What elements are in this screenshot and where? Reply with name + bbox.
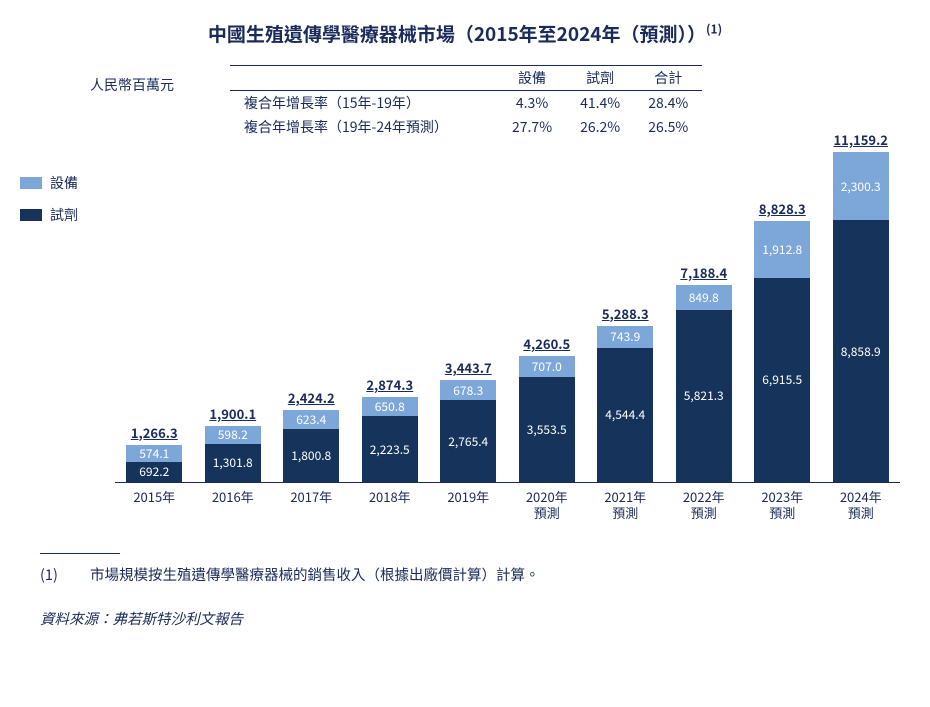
title-text: 中國生殖遺傳學醫療器械市場（2015年至2024年（預測）） bbox=[208, 20, 706, 47]
legend-swatch bbox=[20, 177, 42, 189]
bar-total-label: 7,188.4 bbox=[680, 263, 727, 282]
footnote-number: (1) bbox=[40, 562, 90, 588]
stacked-bar: 692.2574.1 bbox=[126, 445, 182, 482]
table-row: 複合年增長率（19年-24年預測）27.7%26.2%26.5% bbox=[230, 115, 702, 139]
col-header-reagent: 試劑 bbox=[566, 66, 634, 91]
bar-segment-reagent: 1,301.8 bbox=[205, 444, 261, 482]
bar-column: 2,424.2 1,800.8623.4 bbox=[275, 388, 347, 482]
bar-total-label: 11,159.2 bbox=[834, 130, 888, 149]
bar-segment-equipment: 1,912.8 bbox=[754, 221, 810, 278]
stacked-bar: 2,223.5650.8 bbox=[362, 397, 418, 482]
bar-segment-reagent: 6,915.5 bbox=[754, 278, 810, 482]
legend-item: 試劑 bbox=[20, 205, 115, 225]
x-axis-label: 2024年預測 bbox=[825, 483, 897, 523]
plot-area: 1,266.3692.2574.11,900.11,301.8598.22,42… bbox=[115, 143, 900, 483]
bar-column: 1,900.1 1,301.8598.2 bbox=[197, 404, 269, 482]
stacked-bar: 2,765.4678.3 bbox=[440, 380, 496, 482]
table-row: 複合年增長率（15年-19年）4.3%41.4%28.4% bbox=[230, 91, 702, 116]
row-label: 複合年增長率（19年-24年預測） bbox=[230, 115, 498, 139]
chart-zone: 設備試劑 1,266.3 692.2574.1 1,900.1 1,301.8598.… bbox=[20, 143, 910, 523]
stacked-bar-chart: 1,266.3692.2574.11,900.11,301.8598.22,42… bbox=[115, 143, 910, 523]
bar-segment-equipment: 743.9 bbox=[597, 326, 653, 348]
bar-total-label: 2,424.2 bbox=[288, 388, 335, 407]
chart-title: 中國生殖遺傳學醫療器械市場（2015年至2024年（預測））(1) bbox=[20, 20, 910, 47]
growth-cell: 26.2% bbox=[566, 115, 634, 139]
bar-segment-equipment: 707.0 bbox=[519, 356, 575, 377]
stacked-bar: 1,800.8623.4 bbox=[283, 410, 339, 482]
bar-segment-equipment: 574.1 bbox=[126, 445, 182, 462]
x-axis-label: 2020年預測 bbox=[511, 483, 583, 523]
bar-segment-reagent: 692.2 bbox=[126, 462, 182, 482]
bar-segment-reagent: 1,800.8 bbox=[283, 429, 339, 482]
bar-segment-reagent: 5,821.3 bbox=[676, 310, 732, 482]
bar-segment-equipment: 849.8 bbox=[676, 285, 732, 310]
bar-segment-reagent: 8,858.9 bbox=[833, 220, 889, 482]
x-axis-label: 2023年預測 bbox=[746, 483, 818, 523]
growth-cell: 26.5% bbox=[634, 115, 702, 139]
legend-label: 設備 bbox=[50, 173, 78, 193]
bar-segment-reagent: 4,544.4 bbox=[597, 348, 653, 482]
unit-label: 人民幣百萬元 bbox=[90, 65, 230, 95]
x-axis-label: 2017年 bbox=[275, 483, 347, 523]
bar-segment-reagent: 2,223.5 bbox=[362, 416, 418, 482]
stacked-bar: 6,915.51,912.8 bbox=[754, 221, 810, 482]
bar-segment-equipment: 650.8 bbox=[362, 397, 418, 416]
bar-column: 7,188.4 5,821.3849.8 bbox=[668, 263, 740, 482]
row-label: 複合年增長率（15年-19年） bbox=[230, 91, 498, 116]
bar-segment-reagent: 2,765.4 bbox=[440, 400, 496, 482]
footnote-text: 市場規模按生殖遺傳學醫療器械的銷售收入（根據出廠價計算）計算。 bbox=[90, 562, 540, 588]
col-header-equipment: 設備 bbox=[498, 66, 566, 91]
growth-cell: 4.3% bbox=[498, 91, 566, 116]
legend-item: 設備 bbox=[20, 173, 115, 193]
bar-segment-equipment: 623.4 bbox=[283, 410, 339, 428]
header-row: 人民幣百萬元 設備 試劑 合計 複合年增長率（15年-19年）4.3%41.4%… bbox=[90, 65, 910, 139]
bar-column: 3,443.7 2,765.4678.3 bbox=[432, 358, 504, 482]
bar-total-label: 4,260.5 bbox=[523, 334, 570, 353]
x-axis: 2015年2016年2017年2018年2019年2020年預測2021年預測2… bbox=[115, 483, 900, 523]
bar-column: 1,266.3 692.2574.1 bbox=[118, 423, 190, 482]
col-header-total: 合計 bbox=[634, 66, 702, 91]
x-axis-label: 2016年 bbox=[197, 483, 269, 523]
growth-cell: 27.7% bbox=[498, 115, 566, 139]
legend: 設備試劑 bbox=[20, 173, 115, 237]
source-line: 資料來源：弗若斯特沙利文報告 bbox=[40, 608, 910, 629]
growth-rate-table: 設備 試劑 合計 複合年增長率（15年-19年）4.3%41.4%28.4%複合… bbox=[230, 65, 702, 139]
bar-segment-equipment: 2,300.3 bbox=[833, 152, 889, 220]
legend-swatch bbox=[20, 209, 42, 221]
table-header-row: 設備 試劑 合計 bbox=[230, 66, 702, 91]
bar-total-label: 1,266.3 bbox=[131, 423, 178, 442]
title-superscript: (1) bbox=[706, 21, 722, 38]
bar-total-label: 1,900.1 bbox=[209, 404, 256, 423]
bar-column: 11,159.2 8,858.92,300.3 bbox=[825, 130, 897, 482]
footnote: (1) 市場規模按生殖遺傳學醫療器械的銷售收入（根據出廠價計算）計算。 bbox=[40, 562, 910, 588]
bar-total-label: 5,288.3 bbox=[602, 304, 649, 323]
x-axis-label: 2019年 bbox=[432, 483, 504, 523]
bar-total-label: 3,443.7 bbox=[445, 358, 492, 377]
stacked-bar: 5,821.3849.8 bbox=[676, 285, 732, 482]
footnote-rule bbox=[40, 553, 120, 554]
growth-cell: 41.4% bbox=[566, 91, 634, 116]
stacked-bar: 3,553.5707.0 bbox=[519, 356, 575, 482]
x-axis-label: 2022年預測 bbox=[668, 483, 740, 523]
stacked-bar: 1,301.8598.2 bbox=[205, 426, 261, 482]
x-axis-label: 2015年 bbox=[118, 483, 190, 523]
growth-cell: 28.4% bbox=[634, 91, 702, 116]
bar-total-label: 8,828.3 bbox=[759, 199, 806, 218]
bar-column: 8,828.3 6,915.51,912.8 bbox=[746, 199, 818, 482]
x-axis-label: 2018年 bbox=[354, 483, 426, 523]
stacked-bar: 8,858.92,300.3 bbox=[833, 152, 889, 482]
stacked-bar: 4,544.4743.9 bbox=[597, 326, 653, 482]
x-axis-label: 2021年預測 bbox=[589, 483, 661, 523]
bar-segment-equipment: 598.2 bbox=[205, 426, 261, 444]
bar-segment-equipment: 678.3 bbox=[440, 380, 496, 400]
legend-label: 試劑 bbox=[50, 205, 78, 225]
bar-column: 4,260.5 3,553.5707.0 bbox=[511, 334, 583, 482]
bar-column: 5,288.3 4,544.4743.9 bbox=[589, 304, 661, 482]
bar-total-label: 2,874.3 bbox=[366, 375, 413, 394]
bar-column: 2,874.3 2,223.5650.8 bbox=[354, 375, 426, 482]
bar-segment-reagent: 3,553.5 bbox=[519, 377, 575, 482]
